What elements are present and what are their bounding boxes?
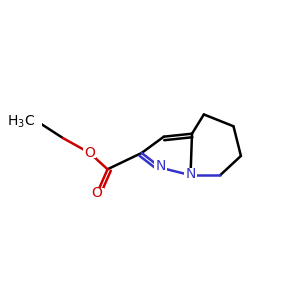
Bar [154,161,167,172]
Text: H$_3$C: H$_3$C [7,114,35,130]
Bar [91,188,104,198]
Text: N: N [156,159,166,173]
Text: O: O [84,146,95,160]
Bar [19,113,42,131]
Bar [83,148,96,158]
Text: O: O [92,186,103,200]
Text: N: N [185,167,196,181]
Bar [184,169,197,179]
